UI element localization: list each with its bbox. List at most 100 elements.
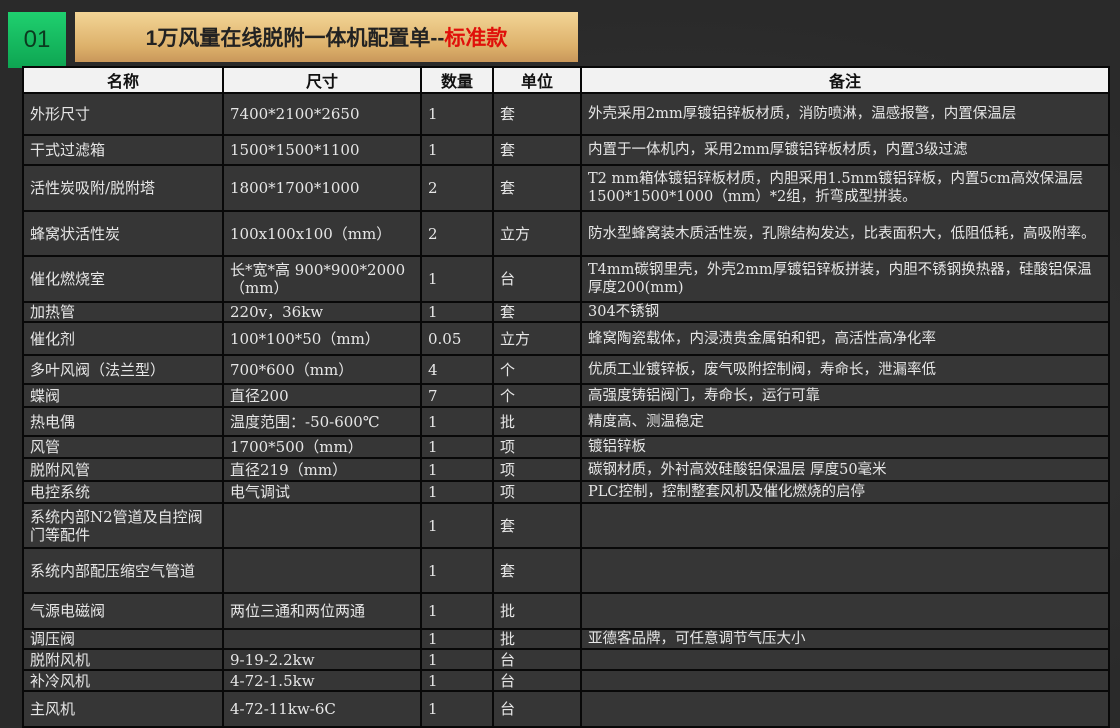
cell-unit: 批 <box>492 628 582 650</box>
table-row: 电控系统 电气调试 1 项 PLC控制，控制整套风机及催化燃烧的启停 <box>22 480 1110 504</box>
cell-name: 气源电磁阀 <box>22 592 224 630</box>
column-header-size: 尺寸 <box>222 66 422 94</box>
cell-note <box>580 669 1110 692</box>
cell-unit: 立方 <box>492 321 582 356</box>
cell-note: 防水型蜂窝装木质活性炭，孔隙结构发达，比表面积大，低阻低耗，高吸附率。 <box>580 210 1110 257</box>
cell-name: 热电偶 <box>22 406 224 437</box>
cell-unit: 套 <box>492 502 582 549</box>
cell-note <box>580 547 1110 594</box>
cell-unit: 台 <box>492 255 582 303</box>
table-row: 外形尺寸 7400*2100*2650 1 套外壳采用2mm厚镀铝锌板材质，消防喷淋，… <box>22 92 1110 136</box>
cell-note: 碳钢材质，外衬高效硅酸铝保温层 厚度50毫米 <box>580 457 1110 482</box>
cell-size: 1800*1700*1000 <box>222 164 422 212</box>
table-row: 风管 1700*500（mm） 1 项镀铝锌板 <box>22 435 1110 459</box>
cell-quantity: 1 <box>420 457 494 482</box>
cell-note: T4mm碳钢里壳，外壳2mm厚镀铝锌板拼装，内胆不锈钢换热器，硅酸铝保温厚度20… <box>580 255 1110 303</box>
table-row: 系统内部N2管道及自控阀门等配件 1 套 <box>22 502 1110 549</box>
cell-size <box>222 628 422 650</box>
cell-unit: 批 <box>492 406 582 437</box>
cell-quantity: 1 <box>420 480 494 504</box>
cell-name: 风管 <box>22 435 224 459</box>
cell-size: 直径200 <box>222 383 422 408</box>
cell-quantity: 1 <box>420 255 494 303</box>
cell-quantity: 7 <box>420 383 494 408</box>
cell-unit: 台 <box>492 648 582 671</box>
cell-unit: 套 <box>492 92 582 136</box>
cell-name: 干式过滤箱 <box>22 134 224 166</box>
cell-size: 700*600（mm） <box>222 354 422 385</box>
table-row: 补冷风机 4-72-1.5kw 1 台 <box>22 669 1110 692</box>
cell-unit: 套 <box>492 164 582 212</box>
cell-unit: 套 <box>492 301 582 323</box>
cell-size: 两位三通和两位两通 <box>222 592 422 630</box>
cell-quantity: 1 <box>420 134 494 166</box>
column-header-unit: 单位 <box>492 66 582 94</box>
cell-quantity: 1 <box>420 592 494 630</box>
table-row: 调压阀 1 批亚德客品牌，可任意调节气压大小 <box>22 628 1110 650</box>
table-row: 多叶风阀（法兰型） 700*600（mm） 4 个优质工业镀锌板，废气吸附控制阀，寿命… <box>22 354 1110 385</box>
cell-quantity: 0.05 <box>420 321 494 356</box>
cell-note: 蜂窝陶瓷载体，内浸渍贵金属铂和钯，高活性高净化率 <box>580 321 1110 356</box>
cell-note: 外壳采用2mm厚镀铝锌板材质，消防喷淋，温感报警，内置保温层 <box>580 92 1110 136</box>
cell-name: 蜂窝状活性炭 <box>22 210 224 257</box>
table-header: 名称 尺寸 数量 单位 备注 <box>22 66 1110 94</box>
cell-size: 220v，36kw <box>222 301 422 323</box>
table-row: 催化燃烧室 长*宽*高 900*900*2000（mm） 1 台 T4mm碳钢里壳，外壳… <box>22 255 1110 303</box>
cell-name: 脱附风管 <box>22 457 224 482</box>
cell-size <box>222 547 422 594</box>
cell-name: 电控系统 <box>22 480 224 504</box>
cell-size: 长*宽*高 900*900*2000（mm） <box>222 255 422 303</box>
cell-name: 外形尺寸 <box>22 92 224 136</box>
cell-unit: 台 <box>492 669 582 692</box>
cell-size: 直径219（mm） <box>222 457 422 482</box>
page-title: 1万风量在线脱附一体机配置单-- 标准款 <box>75 12 578 62</box>
cell-unit: 批 <box>492 592 582 630</box>
cell-name: 加热管 <box>22 301 224 323</box>
table-row: 脱附风机 9-19-2.2kw 1 台 <box>22 648 1110 671</box>
cell-quantity: 2 <box>420 210 494 257</box>
cell-size: 100x100x100（mm） <box>222 210 422 257</box>
cell-unit: 套 <box>492 134 582 166</box>
table-row: 干式过滤箱 1500*1500*1100 1 套内置于一体机内，采用2mm厚镀铝锌板材… <box>22 134 1110 166</box>
cell-quantity: 1 <box>420 92 494 136</box>
cell-unit: 立方 <box>492 210 582 257</box>
cell-name: 催化燃烧室 <box>22 255 224 303</box>
cell-quantity: 1 <box>420 406 494 437</box>
cell-note: 内置于一体机内，采用2mm厚镀铝锌板材质，内置3级过滤 <box>580 134 1110 166</box>
cell-quantity: 1 <box>420 435 494 459</box>
cell-unit: 个 <box>492 383 582 408</box>
cell-quantity: 1 <box>420 628 494 650</box>
config-table: 名称 尺寸 数量 单位 备注 外形尺寸 7400*2100*2650 1 套外壳采用2… <box>22 66 1110 728</box>
table-row: 蝶阀 直径200 7 个高强度铸铝阀门，寿命长，运行可靠 <box>22 383 1110 408</box>
cell-note <box>580 502 1110 549</box>
cell-size: 100*100*50（mm） <box>222 321 422 356</box>
cell-unit: 项 <box>492 480 582 504</box>
title-highlight: 标准款 <box>444 27 508 50</box>
section-number: 01 <box>8 12 66 68</box>
cell-unit: 项 <box>492 457 582 482</box>
cell-note: PLC控制，控制整套风机及催化燃烧的启停 <box>580 480 1110 504</box>
cell-quantity: 2 <box>420 164 494 212</box>
cell-note <box>580 592 1110 630</box>
cell-unit: 个 <box>492 354 582 385</box>
cell-quantity: 4 <box>420 354 494 385</box>
cell-name: 多叶风阀（法兰型） <box>22 354 224 385</box>
cell-size: 1500*1500*1100 <box>222 134 422 166</box>
cell-unit: 项 <box>492 435 582 459</box>
cell-unit: 套 <box>492 547 582 594</box>
cell-name: 脱附风机 <box>22 648 224 671</box>
table-row: 气源电磁阀 两位三通和两位两通 1 批 <box>22 592 1110 630</box>
column-header-note: 备注 <box>580 66 1110 94</box>
cell-note: 镀铝锌板 <box>580 435 1110 459</box>
table-row: 蜂窝状活性炭 100x100x100（mm） 2 立方 防水型蜂窝装木质活性炭，孔隙结构… <box>22 210 1110 257</box>
cell-note: 高强度铸铝阀门，寿命长，运行可靠 <box>580 383 1110 408</box>
table-row: 热电偶 温度范围：-50-600℃ 1 批精度高、测温稳定 <box>22 406 1110 437</box>
cell-size: 电气调试 <box>222 480 422 504</box>
column-header-quantity: 数量 <box>420 66 494 94</box>
cell-note: 优质工业镀锌板，废气吸附控制阀，寿命长，泄漏率低 <box>580 354 1110 385</box>
cell-note: 精度高、测温稳定 <box>580 406 1110 437</box>
cell-size: 温度范围：-50-600℃ <box>222 406 422 437</box>
cell-size <box>222 502 422 549</box>
cell-note <box>580 648 1110 671</box>
table-row: 催化剂 100*100*50（mm） 0.05 立方 蜂窝陶瓷载体，内浸渍贵金属铂和钯，… <box>22 321 1110 356</box>
